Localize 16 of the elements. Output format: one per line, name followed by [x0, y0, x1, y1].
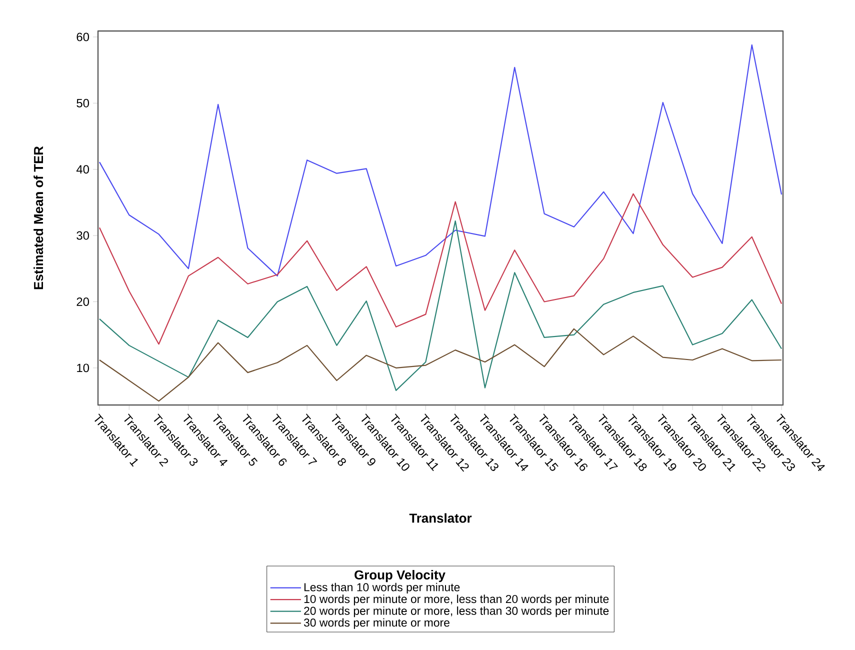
y-tick-label: 30 [76, 231, 90, 240]
y-tick-label: 10 [77, 364, 90, 372]
legend-title: Group Velocity [354, 570, 446, 582]
x-axis-title: Translator [409, 513, 472, 523]
y-axis-title: Estimated Mean of TER [34, 146, 44, 290]
legend-label: 30 words per minute or more [304, 618, 450, 629]
y-tick-label: 20 [76, 298, 90, 306]
legend-label: Less than 10 words per minute [304, 582, 460, 594]
line-series [98, 193, 782, 345]
y-tick-label: 40 [76, 165, 90, 174]
y-tick-label: 60 [76, 32, 90, 42]
y-tick-label: 50 [76, 98, 90, 108]
line-series [98, 44, 782, 276]
legend-label: 10 words per minute or more, less than 20 words per minute [304, 594, 609, 606]
legend-label: 20 words per minute or more, less than 30 words per minute [304, 606, 609, 618]
line-series [98, 220, 782, 391]
